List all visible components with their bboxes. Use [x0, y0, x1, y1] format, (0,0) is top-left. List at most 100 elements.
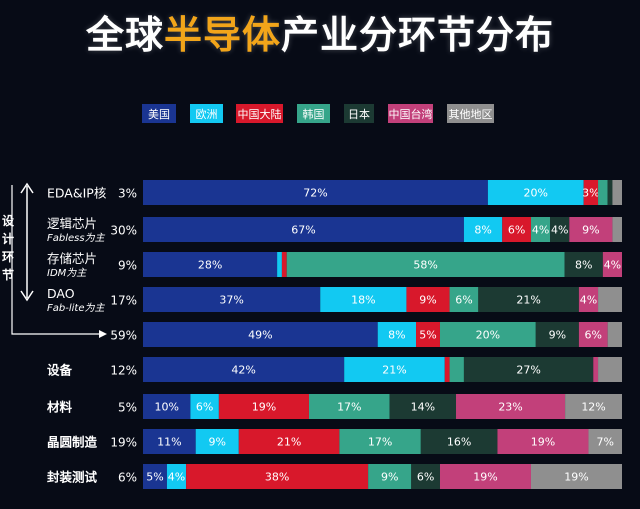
legend-label: 韩国: [303, 107, 325, 121]
segment-label: 27%: [516, 364, 540, 377]
bar-segment: [598, 357, 622, 382]
bar-segment: [612, 217, 622, 242]
segment-label: 20%: [476, 329, 500, 342]
bar-segment: [463, 357, 594, 382]
segment-label: 58%: [413, 259, 437, 272]
bar-segment: [344, 357, 445, 382]
row-sublabel: IDM为主: [47, 267, 87, 279]
bar-segment: [569, 217, 613, 242]
bar-segment: [166, 464, 187, 489]
share-label: 12%: [110, 364, 137, 378]
legend-swatch: [142, 104, 176, 123]
bar-row: 5% 4% 38% 9% 6% 19% 19% 6% 封装测试: [47, 464, 622, 489]
segment-label: 9%: [549, 329, 566, 342]
share-label: 30%: [110, 224, 137, 238]
bar-segment: [320, 287, 407, 312]
arrow-right-icon: [99, 330, 107, 338]
legend-label: 欧洲: [196, 108, 218, 121]
segment-label: 12%: [581, 401, 605, 414]
legend-swatch: [447, 104, 494, 123]
segment-label: 4%: [168, 471, 185, 484]
legend-label: 中国台湾: [389, 107, 433, 121]
row-label: 材料: [46, 400, 73, 415]
share-label: 3%: [118, 187, 137, 201]
bar-segment: [218, 394, 309, 419]
segment-label: 19%: [531, 436, 555, 449]
segment-label: 9%: [209, 436, 226, 449]
segment-label: 72%: [303, 187, 327, 200]
bar-segment: [439, 464, 531, 489]
bar-segment: [530, 464, 622, 489]
segment-label: 38%: [265, 471, 289, 484]
bar-segment: [406, 287, 450, 312]
bar-segment: [143, 180, 488, 205]
bar-segment: [308, 394, 390, 419]
bar-segment: [565, 394, 622, 419]
bar-segment: [389, 394, 457, 419]
legend-label: 其他地区: [449, 108, 493, 121]
group-label-char: 计: [2, 231, 14, 246]
bar-segment: [439, 322, 536, 347]
bar-segment: [502, 217, 531, 242]
bar-segment: [281, 252, 287, 277]
bar-segment: [368, 464, 412, 489]
segment-label: 7%: [597, 436, 614, 449]
legend-label: 日本: [348, 107, 370, 121]
segment-label: 19%: [252, 401, 276, 414]
bar-segment: [143, 252, 278, 277]
bar-segment: [339, 429, 421, 454]
segment-label: 67%: [291, 224, 315, 237]
bar-segment: [377, 322, 417, 347]
bar-segment: [449, 357, 464, 382]
segment-label: 6%: [196, 401, 213, 414]
bar-segment: [238, 429, 340, 454]
bar-segment: [143, 429, 196, 454]
segment-label: 8%: [575, 259, 592, 272]
segment-label: 4%: [532, 224, 549, 237]
row-sublabel: Fab-lite为主: [47, 302, 105, 314]
segment-label: 14%: [411, 401, 435, 414]
row-label: 设备: [47, 363, 73, 378]
bar-segment: [607, 322, 622, 347]
row-label: DAO: [47, 286, 75, 301]
connector-line: [11, 185, 104, 335]
segment-label: 17%: [337, 401, 361, 414]
bar-segment: [550, 217, 570, 242]
bar-segment: [593, 357, 599, 382]
segment-label: 5%: [146, 471, 163, 484]
bar-segment: [583, 180, 599, 205]
legend-swatch: [190, 104, 223, 123]
row-label: 逻辑芯片: [47, 216, 97, 231]
bar-row: 72% 20% 3% 3% EDA&IP核: [47, 180, 622, 205]
segment-label: 17%: [368, 436, 392, 449]
segment-label: 10%: [154, 401, 178, 414]
row-sublabel: Fabless为主: [47, 232, 106, 244]
bar-row: 42% 21% 27% 12% 设备: [47, 357, 622, 382]
arrow-up-icon: [20, 182, 34, 194]
segment-label: 4%: [604, 259, 621, 272]
row-label: EDA&IP核: [47, 186, 107, 201]
group-label-char: 环: [2, 250, 14, 264]
bar-segment: [411, 464, 440, 489]
segment-label: 37%: [219, 294, 243, 307]
bar-segment: [602, 252, 622, 277]
group-label-char: 设: [2, 213, 15, 228]
bar-segment: [607, 180, 613, 205]
segment-label: 6%: [585, 329, 602, 342]
segment-label: 9%: [381, 471, 398, 484]
bar-segment: [578, 287, 599, 312]
title-part-1: 全球: [85, 13, 164, 57]
segment-label: 19%: [564, 471, 588, 484]
bar-segment: [578, 322, 608, 347]
segment-label: 4%: [551, 224, 568, 237]
bar-segment: [478, 287, 579, 312]
segment-label: 6%: [455, 294, 472, 307]
bar-segment: [416, 322, 440, 347]
bar-segment: [143, 357, 345, 382]
bar-segment: [286, 252, 565, 277]
segment-label: 9%: [582, 224, 599, 237]
segment-label: 16%: [447, 436, 471, 449]
share-label: 5%: [118, 401, 137, 415]
